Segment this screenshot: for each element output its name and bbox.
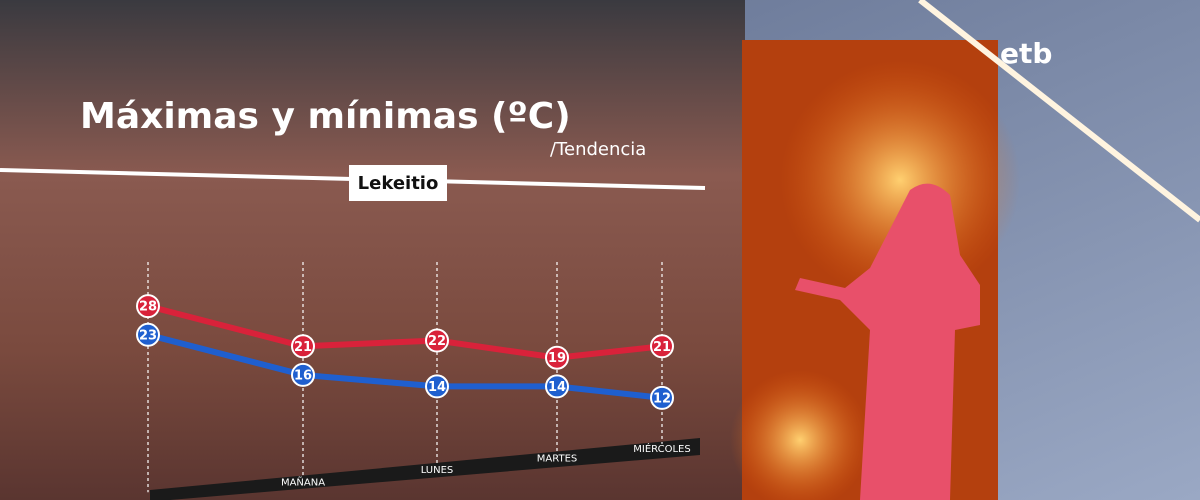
data-label: 22 bbox=[428, 334, 446, 349]
point-marker bbox=[136, 322, 160, 347]
data-label: 14 bbox=[428, 380, 446, 395]
bokeh bbox=[780, 60, 1020, 300]
x-tick-label: LUNES bbox=[421, 465, 454, 476]
chart-title: Máximas y mínimas (ºC) bbox=[80, 96, 571, 137]
point-marker bbox=[136, 294, 160, 319]
data-label: 16 bbox=[294, 368, 312, 383]
data-label: 21 bbox=[653, 340, 671, 355]
data-label: 28 bbox=[139, 300, 157, 315]
presenter bbox=[795, 183, 980, 500]
light-strip bbox=[918, 0, 1200, 223]
data-label: 21 bbox=[294, 340, 312, 355]
point-marker bbox=[545, 374, 569, 399]
x-axis-band bbox=[150, 438, 700, 500]
point-marker bbox=[650, 334, 674, 359]
bokeh bbox=[730, 370, 870, 500]
x-tick-label: MARTES bbox=[537, 454, 577, 465]
x-tick-label: MIÉRCOLES bbox=[633, 442, 690, 455]
point-marker bbox=[291, 334, 315, 359]
data-label: 12 bbox=[653, 391, 671, 406]
location-box bbox=[349, 165, 447, 201]
point-marker bbox=[545, 345, 569, 370]
point-marker bbox=[425, 328, 449, 353]
weather-panel bbox=[0, 0, 745, 500]
channel-logo: etb bbox=[1000, 37, 1052, 70]
data-label: 19 bbox=[548, 351, 566, 366]
x-tick-label: MAÑANA bbox=[281, 476, 325, 489]
point-marker bbox=[291, 362, 315, 387]
chart-subtitle: /Tendencia bbox=[550, 139, 646, 160]
data-label: 23 bbox=[139, 328, 157, 343]
point-marker bbox=[425, 374, 449, 399]
location: Lekeitio bbox=[358, 173, 439, 194]
point-marker bbox=[650, 385, 674, 410]
data-label: 14 bbox=[548, 380, 566, 395]
